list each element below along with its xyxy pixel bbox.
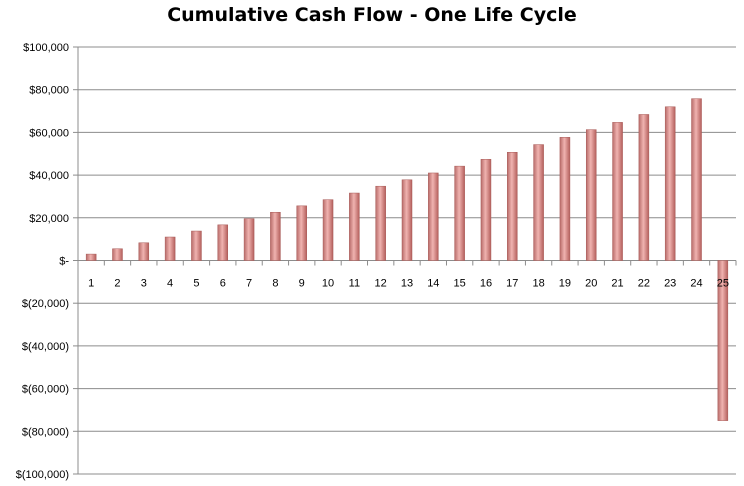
x-tick-label: 14 — [427, 278, 439, 290]
bar — [638, 114, 650, 261]
bar — [138, 242, 150, 261]
x-tick-label: 7 — [246, 278, 252, 290]
bar — [349, 192, 360, 261]
y-tick-label: $(40,000) — [22, 341, 69, 353]
x-tick-label: 13 — [401, 278, 413, 290]
x-tick-label: 6 — [220, 278, 226, 290]
y-tick-label: $(100,000) — [16, 469, 69, 481]
x-tick-label: 23 — [664, 278, 676, 290]
x-tick-label: 5 — [193, 278, 199, 290]
x-tick-label: 17 — [506, 278, 518, 290]
bar — [191, 230, 202, 261]
x-tick-label: 2 — [114, 278, 120, 290]
x-tick-label: 3 — [141, 278, 147, 290]
x-tick-label: 9 — [299, 278, 305, 290]
y-tick-label: $(60,000) — [22, 384, 69, 396]
y-tick-label: $80,000 — [29, 85, 69, 97]
x-tick-label: 19 — [559, 278, 571, 290]
bar — [243, 218, 255, 261]
bar — [480, 159, 492, 261]
x-tick-label: 15 — [454, 278, 466, 290]
y-tick-label: $40,000 — [29, 170, 69, 182]
y-tick-label: $20,000 — [29, 213, 69, 225]
bar — [691, 98, 702, 261]
bar — [164, 236, 176, 261]
x-tick-label: 8 — [272, 278, 278, 290]
x-tick-label: 21 — [611, 278, 623, 290]
x-tick-label: 22 — [638, 278, 650, 290]
y-tick-label: $(20,000) — [22, 298, 69, 310]
x-tick-label: 24 — [690, 278, 702, 290]
x-tick-label: 4 — [167, 278, 173, 290]
bar — [428, 172, 439, 261]
bar — [112, 248, 123, 261]
bar — [375, 185, 386, 261]
bar — [559, 137, 571, 261]
x-tick-label: 10 — [322, 278, 334, 290]
bar — [217, 224, 229, 261]
y-tick-label: $(80,000) — [22, 426, 69, 438]
y-tick-label: $- — [59, 256, 69, 268]
bar — [507, 152, 518, 261]
bar — [533, 144, 544, 261]
x-tick-label: 18 — [532, 278, 544, 290]
bar — [717, 260, 729, 421]
bar — [270, 211, 281, 261]
bar — [401, 179, 413, 261]
x-tick-label: 16 — [480, 278, 492, 290]
bar — [296, 205, 307, 261]
x-tick-label: 12 — [375, 278, 387, 290]
bar — [454, 165, 465, 261]
chart-title: Cumulative Cash Flow - One Life Cycle — [167, 4, 577, 26]
bar — [585, 129, 597, 261]
bar — [612, 122, 623, 261]
y-tick-label: $60,000 — [29, 127, 69, 139]
x-tick-label: 1 — [88, 278, 94, 290]
y-tick-label: $100,000 — [23, 42, 69, 54]
x-tick-label: 11 — [349, 278, 360, 290]
bar — [85, 253, 97, 261]
x-tick-label: 25 — [717, 278, 729, 290]
bar — [322, 199, 334, 261]
x-tick-label: 20 — [585, 278, 597, 290]
bar — [664, 106, 676, 261]
